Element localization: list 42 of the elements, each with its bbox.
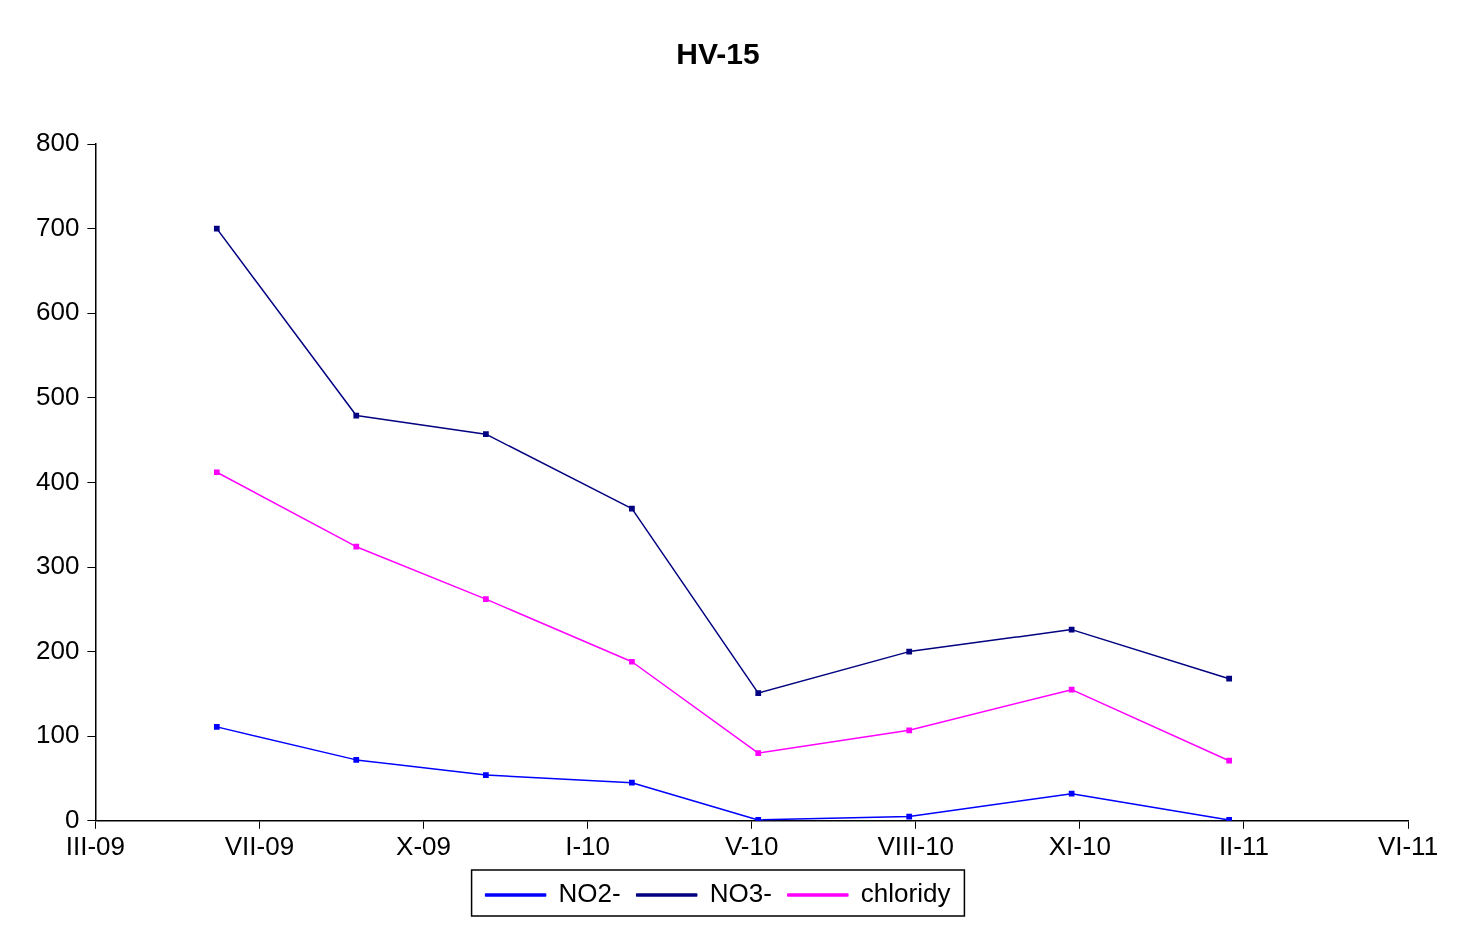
y-tick-label: 400: [35, 465, 80, 496]
point: [1068, 790, 1075, 797]
point: [1226, 675, 1233, 682]
x-tick-label: VI-11: [1377, 830, 1439, 861]
y-tick-label: 600: [35, 296, 80, 327]
point: [1226, 757, 1233, 764]
point: [629, 779, 635, 786]
point: [1068, 626, 1075, 633]
point: [755, 690, 762, 696]
point: [353, 757, 360, 763]
point: [629, 505, 635, 512]
point: [353, 412, 360, 419]
point: [906, 813, 913, 820]
x-tick-label: V-10: [724, 830, 779, 861]
x-tick-label: XI-10: [1048, 830, 1111, 861]
legend-label: chloridy: [860, 878, 951, 909]
legend-label: NO3-: [709, 878, 772, 909]
x-tick-label: VIII-10: [877, 830, 955, 861]
legend-label: NO2-: [558, 878, 621, 909]
point: [213, 225, 220, 232]
point: [629, 658, 635, 665]
y-tick-label: 500: [35, 380, 80, 411]
y-tick-label: 300: [35, 550, 80, 581]
x-tick-label: II-11: [1218, 830, 1269, 861]
y-tick-label: 200: [35, 634, 80, 665]
point: [213, 469, 220, 476]
chart-title: HV-15: [676, 37, 760, 71]
point: [906, 727, 913, 734]
point: [353, 543, 360, 550]
y-tick-label: 800: [35, 127, 80, 158]
x-tick-label: X-09: [396, 830, 451, 861]
x-tick-label: I-10: [565, 830, 611, 861]
point: [755, 750, 762, 756]
point: [906, 648, 913, 655]
y-tick-label: 100: [35, 719, 80, 750]
point: [483, 596, 489, 603]
point: [483, 772, 489, 778]
y-tick-label: 700: [35, 211, 80, 242]
point: [1068, 686, 1075, 693]
point: [213, 724, 220, 730]
x-tick-label: VII-09: [224, 830, 295, 861]
point: [483, 431, 489, 438]
